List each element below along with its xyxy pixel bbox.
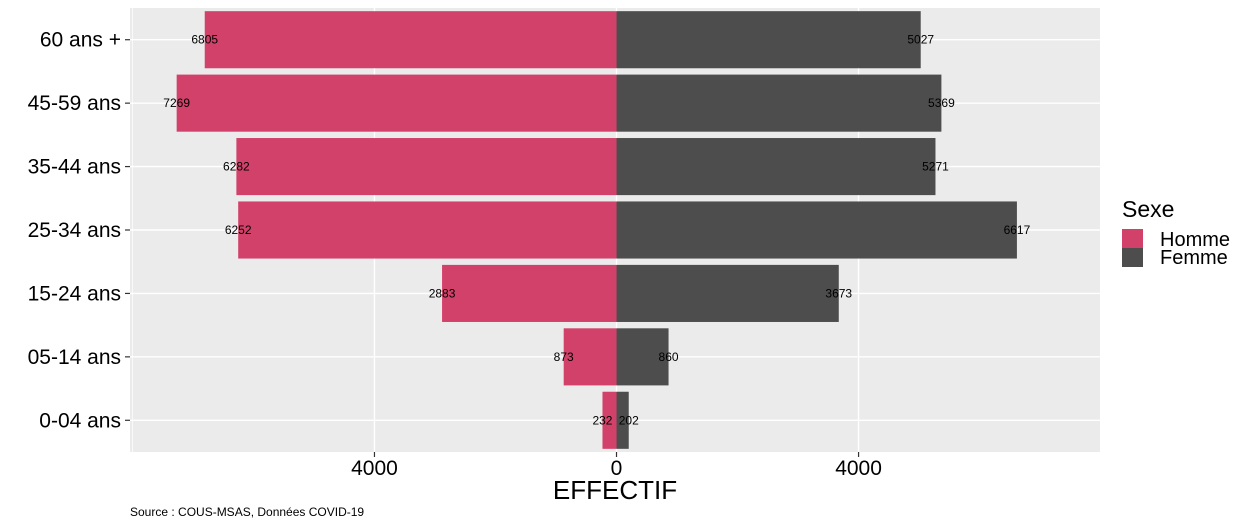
- data-label-homme-0: 232: [592, 413, 612, 427]
- data-label-homme-4: 6282: [223, 160, 250, 174]
- data-label-homme-3: 6252: [225, 223, 252, 237]
- bar-homme-0: [602, 391, 617, 449]
- bar-homme-4: [236, 138, 617, 196]
- x-tick-label: 0: [611, 457, 623, 480]
- bar-femme-3: [616, 201, 1017, 259]
- x-axis: 4000 0 4000: [351, 452, 882, 480]
- data-label-femme-2: 3673: [825, 286, 852, 300]
- legend-swatch-homme: [1122, 229, 1143, 248]
- data-label-femme-0: 202: [619, 413, 639, 427]
- x-axis-title: EFFECTIF: [553, 475, 677, 505]
- bar-femme-4: [616, 138, 936, 196]
- data-label-femme-4: 5271: [922, 160, 949, 174]
- data-label-femme-6: 5027: [907, 33, 934, 47]
- data-label-femme-5: 5369: [928, 96, 955, 110]
- bar-homme-6: [204, 11, 617, 69]
- y-tick-label: 45-59 ans: [28, 92, 121, 115]
- bar-homme-2: [442, 264, 617, 322]
- legend: Sexe Homme Femme: [1122, 196, 1230, 269]
- data-label-homme-1: 873: [554, 350, 574, 364]
- data-label-femme-3: 6617: [1004, 223, 1031, 237]
- bar-homme-3: [238, 201, 617, 259]
- y-tick-label: 35-44 ans: [28, 156, 121, 179]
- y-tick-label: 0-04 ans: [39, 409, 121, 432]
- bar-femme-2: [616, 264, 839, 322]
- legend-label-femme: Femme: [1160, 247, 1228, 269]
- bar-femme-6: [616, 11, 921, 69]
- bars: [176, 11, 1017, 449]
- y-tick-label: 15-24 ans: [28, 282, 121, 305]
- y-axis: 0-04 ans 05-14 ans 15-24 ans 25-34 ans 35-44…: [28, 29, 130, 432]
- x-tick-label: 4000: [835, 457, 882, 480]
- y-tick-label: 60 ans +: [40, 29, 121, 52]
- bar-femme-0: [616, 391, 629, 449]
- legend-swatch-femme: [1122, 248, 1143, 267]
- data-label-femme-1: 860: [659, 350, 679, 364]
- bar-femme-5: [616, 74, 942, 132]
- data-label-homme-6: 6805: [191, 33, 218, 47]
- bar-homme-1: [563, 328, 617, 386]
- x-tick-label: 4000: [351, 457, 398, 480]
- data-labels: 232 873 2883 6252 6282 7269 6805 202 860 3673 6617…: [163, 33, 1030, 428]
- y-tick-label: 25-34 ans: [28, 219, 121, 242]
- legend-label-homme: Homme: [1160, 229, 1230, 251]
- bar-femme-1: [616, 328, 669, 386]
- data-label-homme-2: 2883: [429, 286, 456, 300]
- data-label-homme-5: 7269: [163, 96, 190, 110]
- y-tick-label: 05-14 ans: [28, 346, 121, 369]
- bar-homme-5: [176, 74, 617, 132]
- source-caption: Source : COUS-MSAS, Données COVID-19: [130, 505, 364, 519]
- legend-title: Sexe: [1122, 196, 1174, 222]
